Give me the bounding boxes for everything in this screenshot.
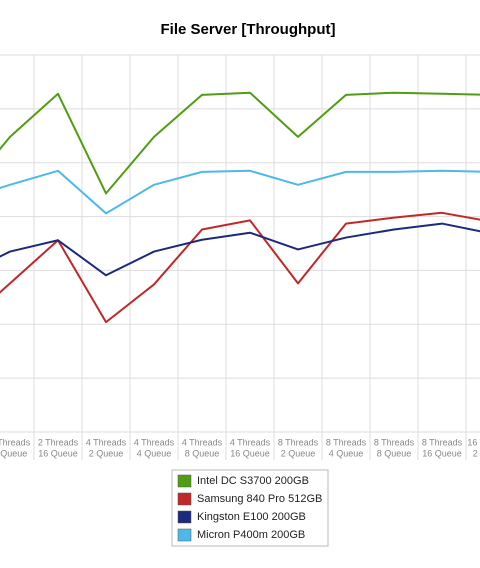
x-tick-label: 4 Queue [137, 448, 172, 458]
x-tick-label: 4 Threads [86, 437, 127, 447]
x-tick-label: 8 Threads [326, 437, 367, 447]
x-tick-label: 2 Queue [89, 448, 124, 458]
x-tick-label: 16 Threads [467, 437, 480, 447]
x-tick-label: 8 Threads [278, 437, 319, 447]
x-tick-label: 16 Queue [422, 448, 462, 458]
legend-box [171, 469, 329, 547]
x-tick-label: 2 Threads [38, 437, 79, 447]
x-tick-label: 2 Queue [473, 448, 480, 458]
legend-swatch [177, 492, 192, 506]
x-tick-label: 2 Queue [281, 448, 316, 458]
x-tick-label: 16 Queue [38, 448, 78, 458]
legend: Intel DC S3700 200GB Samsung 840 Pro 512G… [177, 474, 322, 542]
legend-swatch [177, 510, 192, 524]
x-tick-label: 8 Threads [374, 437, 415, 447]
lines [0, 91, 480, 324]
legend-label: Micron P400m 200GB [197, 529, 305, 541]
x-tick-label: 8 Queue [0, 448, 27, 458]
x-tick-label: 4 Queue [329, 448, 364, 458]
legend-label: Intel DC S3700 200GB [197, 475, 309, 487]
x-tick-label: 8 Threads [422, 437, 463, 447]
legend-label: Kingston E100 200GB [197, 511, 306, 523]
chart-title: File Server [Throughput] [160, 21, 335, 38]
legend-label: Samsung 840 Pro 512GB [197, 493, 322, 505]
legend-swatch [177, 474, 192, 488]
series-line [0, 91, 480, 195]
x-tick-label: 2 Threads [0, 437, 31, 447]
x-tick-label: 16 Queue [230, 448, 270, 458]
x-tick-label: 8 Queue [185, 448, 220, 458]
x-tick-label: 8 Queue [377, 448, 412, 458]
series-line [0, 169, 480, 215]
x-tick-label: 4 Threads [230, 437, 271, 447]
series-line [0, 211, 480, 324]
x-tick-label: 4 Threads [134, 437, 175, 447]
legend-swatch [177, 528, 192, 542]
series-line [0, 222, 480, 277]
x-tick-label: 4 Threads [182, 437, 223, 447]
